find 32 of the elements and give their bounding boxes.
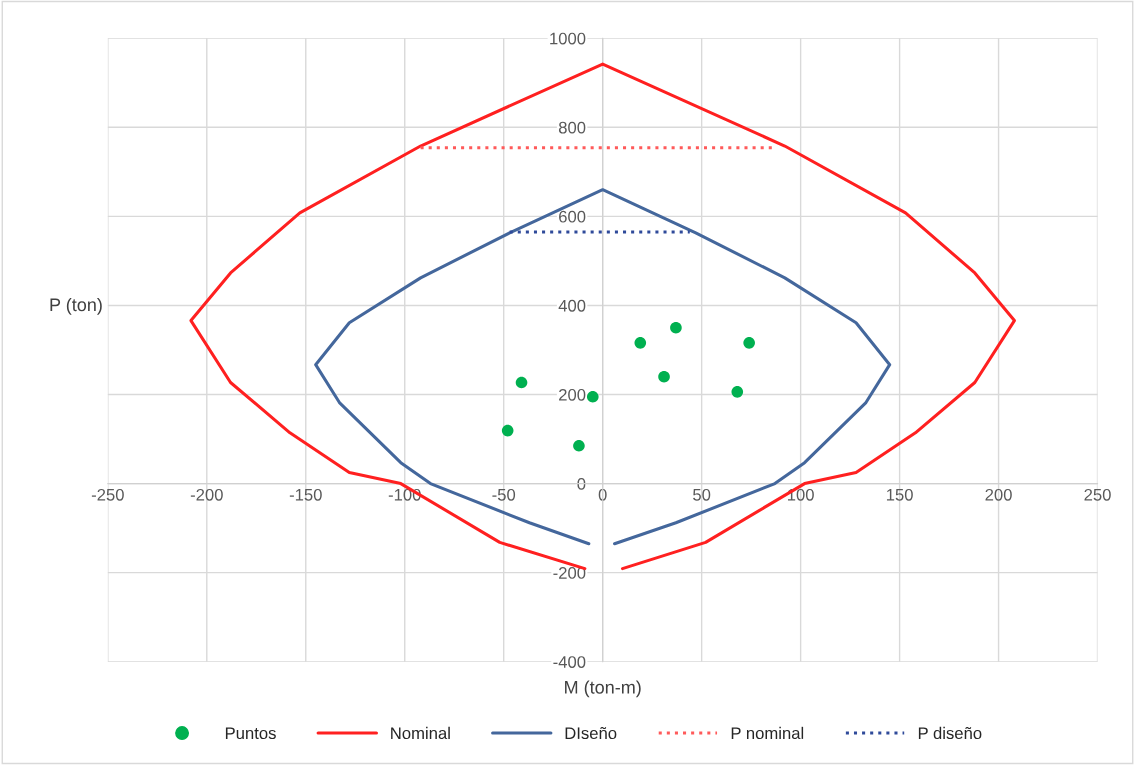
x-tick-label: 150 bbox=[886, 488, 913, 501]
legend-label: P diseño bbox=[918, 726, 982, 740]
x-tick-label: 100 bbox=[788, 488, 814, 501]
x-axis-title: M (ton-m) bbox=[565, 680, 641, 698]
point bbox=[670, 321, 682, 334]
point bbox=[573, 439, 585, 452]
point bbox=[501, 424, 514, 437]
x-tick-label: -150 bbox=[289, 488, 322, 501]
legend-label: Nominal bbox=[391, 726, 450, 740]
x-tick-label: -250 bbox=[91, 488, 124, 501]
x-tick-label: -200 bbox=[190, 488, 223, 501]
y-tick-label: 600 bbox=[559, 210, 586, 223]
point bbox=[515, 376, 528, 389]
x-tick-label: 50 bbox=[693, 488, 711, 501]
point bbox=[743, 337, 755, 349]
legend-label: P nominal bbox=[731, 726, 804, 740]
y-tick-label: 200 bbox=[559, 388, 586, 401]
point bbox=[586, 390, 599, 403]
point bbox=[731, 386, 744, 398]
legend-label: Puntos bbox=[225, 727, 276, 740]
legend-label: DIseño bbox=[565, 726, 617, 740]
x-tick-label: 0 bbox=[598, 488, 607, 501]
point bbox=[658, 370, 670, 383]
y-tick-label: 400 bbox=[558, 299, 586, 312]
y-tick-label: 1000 bbox=[550, 32, 586, 45]
y-axis-title: P (ton) bbox=[50, 297, 102, 315]
y-tick-label: 800 bbox=[558, 121, 586, 134]
x-tick-label: 200 bbox=[985, 488, 1012, 501]
x-tick-label: -50 bbox=[492, 488, 516, 501]
x-tick-label: 250 bbox=[1084, 488, 1111, 501]
y-tick-label: -400 bbox=[553, 656, 586, 668]
point bbox=[634, 337, 647, 349]
